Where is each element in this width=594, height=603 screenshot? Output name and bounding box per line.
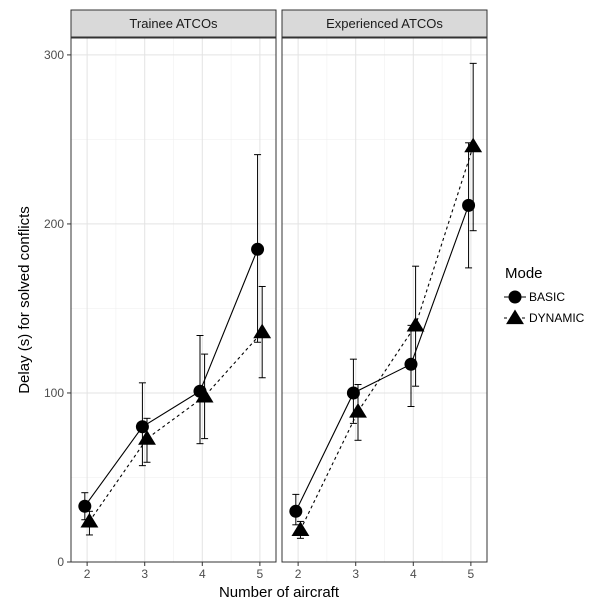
data-point <box>406 316 425 332</box>
data-point <box>80 512 99 528</box>
panel-title: Trainee ATCOs <box>129 16 218 31</box>
y-tick-label: 300 <box>44 48 64 62</box>
series-basic <box>289 142 476 526</box>
x-tick-label: 4 <box>410 567 417 581</box>
x-tick-label: 2 <box>295 567 302 581</box>
series-dynamic <box>291 62 483 539</box>
panel-border <box>70 37 277 563</box>
data-point <box>462 198 476 212</box>
data-point <box>404 357 418 371</box>
legend-label: DYNAMIC <box>529 311 585 325</box>
x-tick-label: 2 <box>84 567 91 581</box>
legend-title: Mode <box>505 265 543 282</box>
legend: Mode BASIC DYNAMIC <box>504 265 585 325</box>
y-tick-label: 0 <box>57 555 64 569</box>
panel-strip <box>281 9 488 38</box>
data-point <box>195 387 214 403</box>
x-axis-title: Number of aircraft <box>219 584 340 601</box>
data-point <box>253 323 272 339</box>
x-tick-label: 5 <box>468 567 475 581</box>
legend-label: BASIC <box>529 290 565 304</box>
data-point <box>349 403 367 418</box>
y-tick-label: 200 <box>44 217 64 231</box>
data-point <box>289 504 303 518</box>
legend-entry-basic: BASIC <box>504 290 565 304</box>
x-tick-label: 4 <box>199 567 206 581</box>
series-line <box>84 249 259 507</box>
x-tick-label: 5 <box>257 567 264 581</box>
panel-2: Experienced ATCOs 2 3 4 5 <box>281 9 488 581</box>
y-axis-title: Delay (s) for solved conflicts <box>16 206 33 394</box>
data-point <box>291 521 310 536</box>
x-tick-label: 3 <box>352 567 359 581</box>
y-axis: 0 100 200 300 <box>44 48 71 569</box>
legend-marker <box>506 309 524 325</box>
data-point <box>346 386 360 400</box>
series-basic <box>78 154 265 521</box>
data-point <box>138 430 156 445</box>
data-point <box>251 242 265 256</box>
series-line <box>88 331 263 522</box>
x-tick-label: 3 <box>141 567 148 581</box>
panel-border <box>281 37 488 563</box>
data-point <box>135 420 149 434</box>
series-dynamic <box>80 285 272 536</box>
y-tick-label: 100 <box>44 386 64 400</box>
panels-layer: Trainee ATCOs 2 3 4 5 Experienced ATCOs 2 3 4 5 <box>70 9 488 581</box>
data-point <box>464 137 483 153</box>
panel-title: Experienced ATCOs <box>326 16 443 31</box>
panel-strip <box>70 9 277 38</box>
legend-marker <box>508 290 522 304</box>
series-line <box>295 205 470 512</box>
panel-1: Trainee ATCOs 2 3 4 5 <box>70 9 277 581</box>
data-point <box>78 499 92 513</box>
legend-entry-dynamic: DYNAMIC <box>504 309 585 325</box>
